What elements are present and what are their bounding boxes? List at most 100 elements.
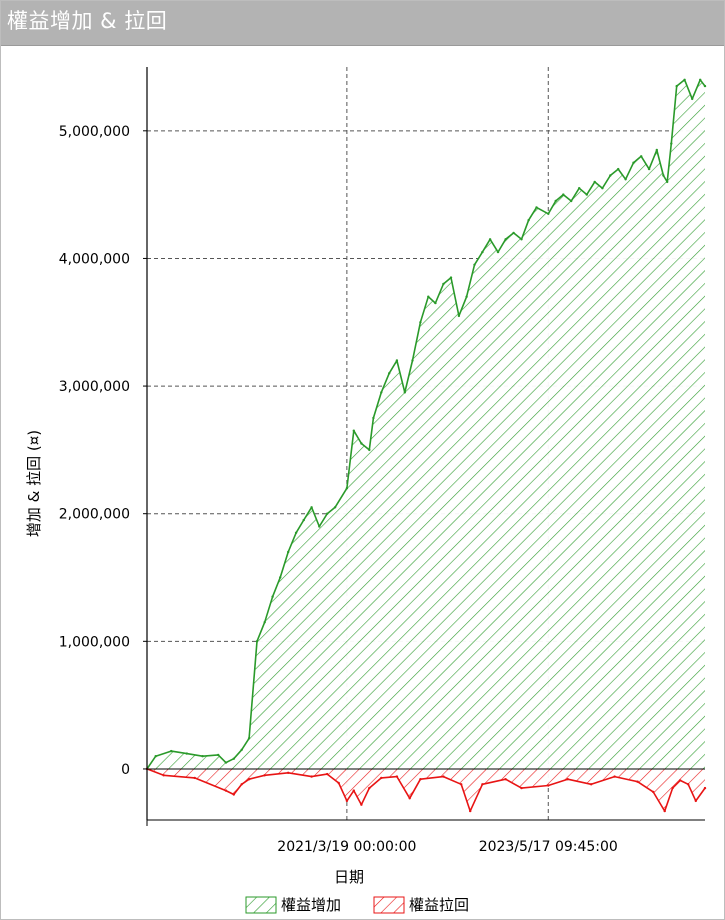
legend-swatch-drawdown (373, 896, 405, 914)
equity-point (247, 737, 251, 740)
drawdown-point (380, 776, 383, 780)
window-title: 權益增加 & 拉回 (7, 9, 168, 33)
drawdown-point (326, 772, 329, 776)
equity-point (185, 752, 188, 755)
y-tick-label: 4,000,000 (59, 251, 130, 267)
legend-swatch-equity (245, 896, 277, 914)
x-tick-label: 2023/5/17 09:45:00 (479, 839, 618, 855)
equity-point (670, 142, 673, 145)
drawdown-point (352, 789, 355, 792)
y-axis-title: 增加 & 拉回 (¤) (25, 430, 43, 537)
equity-point (372, 416, 375, 420)
equity-point (388, 372, 391, 375)
drawdown-point (566, 778, 569, 781)
x-axis-title: 日期 (334, 868, 364, 886)
equity-point (326, 512, 329, 515)
drawdown-point (232, 793, 235, 796)
drawdown-point (636, 780, 639, 783)
equity-point (240, 748, 243, 751)
drawdown-point (679, 779, 682, 782)
equity-point (217, 753, 220, 757)
equity-point (662, 174, 665, 177)
equity-point (609, 174, 612, 177)
equity-point (675, 84, 678, 88)
drawdown-point (460, 783, 463, 786)
equity-point (427, 295, 430, 298)
drawdown-point (671, 786, 674, 790)
equity-point (481, 250, 484, 254)
drawdown-point (504, 778, 507, 781)
equity-point (666, 180, 669, 184)
equity-point (403, 391, 406, 394)
equity-point (368, 448, 371, 452)
equity-point (352, 429, 355, 432)
equity-point (488, 238, 492, 241)
drawdown-point (368, 786, 371, 790)
equity-point (345, 487, 349, 490)
drawdown-point (590, 783, 593, 786)
equity-point (434, 301, 437, 305)
equity-point (279, 576, 282, 579)
equity-point (617, 167, 620, 171)
drawdown-point (360, 803, 363, 806)
equity-point (632, 161, 635, 164)
equity-point (647, 167, 651, 171)
drawdown-point (287, 771, 290, 774)
equity-point (473, 263, 476, 266)
equity-point (310, 506, 313, 509)
legend-label-drawdown: 權益拉回 (409, 896, 469, 914)
equity-point (527, 219, 530, 222)
drawdown-point (345, 799, 349, 803)
drawdown-point (162, 774, 165, 777)
equity-point (154, 755, 157, 758)
drawdown-point (263, 774, 266, 777)
title-bar: 權益增加 & 拉回 (1, 1, 724, 46)
equity-point (703, 84, 707, 88)
drawdown-point (481, 783, 484, 786)
equity-point (683, 78, 686, 81)
equity-point (585, 193, 588, 196)
equity-point (201, 755, 204, 758)
legend-label-equity: 權益增加 (281, 896, 341, 914)
equity-point (640, 155, 643, 158)
equity-point (449, 276, 453, 279)
equity-point (578, 187, 581, 190)
equity-point (593, 180, 596, 184)
plot-area (145, 78, 707, 813)
drawdown-point (613, 775, 616, 778)
equity-point (263, 621, 266, 624)
equity-point (318, 525, 321, 528)
equity-point (360, 442, 363, 445)
drawdown-point (419, 778, 422, 781)
equity-point (271, 595, 274, 598)
drawdown-point (408, 797, 411, 800)
drawdown-point (469, 809, 472, 813)
drawdown-point (663, 809, 666, 813)
drawdown-point (395, 775, 399, 778)
drawdown-point (694, 799, 697, 803)
equity-point (655, 148, 658, 152)
drawdown-point (240, 783, 243, 786)
equity-point (333, 506, 337, 509)
equity-point (570, 199, 573, 203)
drawdown-area (147, 768, 705, 812)
equity-line (146, 79, 706, 770)
drawdown-point (520, 786, 523, 790)
axes: 0 1,000,000 2,000,000 3,000,000 4,000,000 5,0… (59, 67, 705, 855)
equity-point (380, 391, 383, 394)
equity-point (294, 531, 298, 534)
equity-point (624, 178, 627, 181)
equity-point (287, 550, 290, 554)
y-tick-label: 1,000,000 (59, 634, 130, 650)
equity-point (547, 212, 550, 215)
legend-item-equity[interactable]: 權益增加 (245, 896, 341, 914)
equity-point (465, 295, 468, 298)
legend-item-drawdown[interactable]: 權益拉回 (373, 896, 469, 914)
drawdown-point (224, 789, 228, 792)
drawdown-point (310, 775, 313, 778)
drawdown-point (193, 776, 196, 780)
equity-point (224, 761, 228, 764)
y-tick-label: 0 (121, 762, 130, 778)
equity-point (255, 640, 259, 643)
equity-point (232, 757, 235, 760)
